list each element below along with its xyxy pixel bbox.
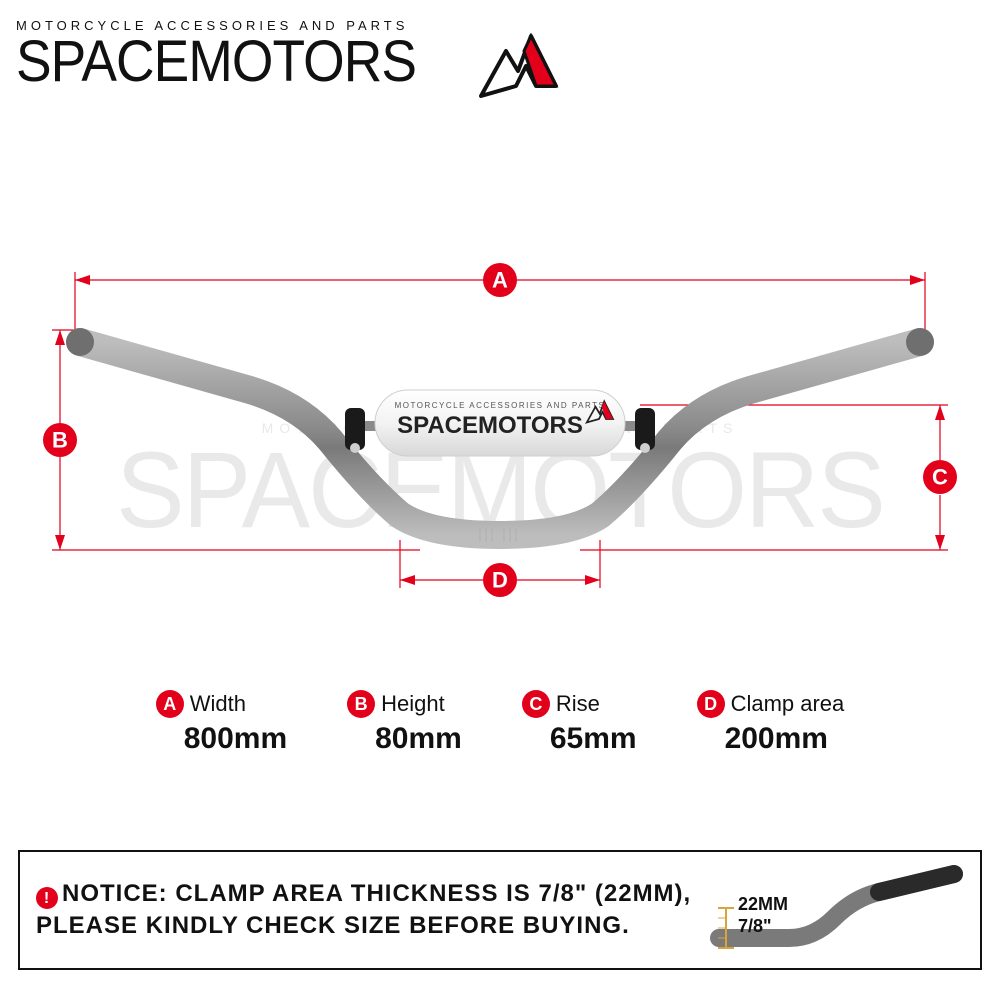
spec-value: 80mm — [375, 722, 462, 756]
thickness-mm: 22MM — [738, 894, 788, 914]
spec-badge: A — [156, 690, 184, 718]
crossbar-clamp-right — [635, 408, 655, 453]
handlebar-shape: MOTORCYCLE ACCESSORIES AND PARTS SPACEMO… — [66, 328, 934, 542]
crossbar-pad: MOTORCYCLE ACCESSORIES AND PARTS SPACEMO… — [375, 390, 625, 456]
dimension-d-letter: D — [492, 568, 508, 593]
dimension-c-letter: C — [932, 465, 948, 490]
spec-badge: D — [697, 690, 725, 718]
brand-header: MOTORCYCLE ACCESSORIES AND PARTS SPACEMO… — [16, 18, 451, 91]
notice-text: !NOTICE: CLAMP AREA THICKNESS IS 7/8" (2… — [36, 878, 704, 943]
spec-label: Width — [190, 691, 246, 717]
spec-list: A Width 800mm B Height 80mm C Rise 65mm … — [0, 690, 1000, 756]
mountain-icon — [476, 26, 586, 106]
spec-d: D Clamp area 200mm — [697, 690, 845, 756]
thickness-in: 7/8" — [738, 916, 772, 936]
spec-value: 200mm — [725, 722, 845, 756]
pad-tagline: MOTORCYCLE ACCESSORIES AND PARTS — [395, 401, 606, 410]
handlebar-diagram: A B C — [0, 250, 1000, 630]
spec-label: Clamp area — [731, 691, 845, 717]
crossbar-clamp-left — [345, 408, 365, 453]
spec-b: B Height 80mm — [347, 690, 462, 756]
dimension-a: A — [75, 263, 925, 335]
page: MOTORCYCLE ACCESSORIES AND PARTS SPACEMO… — [0, 0, 1000, 1000]
notice-box: !NOTICE: CLAMP AREA THICKNESS IS 7/8" (2… — [18, 850, 982, 970]
alert-icon: ! — [36, 887, 58, 909]
brand-name: SPACEMOTORS — [16, 33, 416, 91]
spec-badge: B — [347, 690, 375, 718]
spec-label: Rise — [556, 691, 600, 717]
spec-a: A Width 800mm — [156, 690, 287, 756]
spec-value: 800mm — [184, 722, 287, 756]
pad-brand: SPACEMOTORS — [397, 412, 583, 439]
spec-label: Height — [381, 691, 445, 717]
dimension-a-letter: A — [492, 268, 508, 293]
spec-value: 65mm — [550, 722, 637, 756]
clamp-thickness-diagram: 22MM 7/8" — [704, 860, 964, 960]
spec-c: C Rise 65mm — [522, 690, 637, 756]
dimension-b-letter: B — [52, 428, 68, 453]
spec-badge: C — [522, 690, 550, 718]
